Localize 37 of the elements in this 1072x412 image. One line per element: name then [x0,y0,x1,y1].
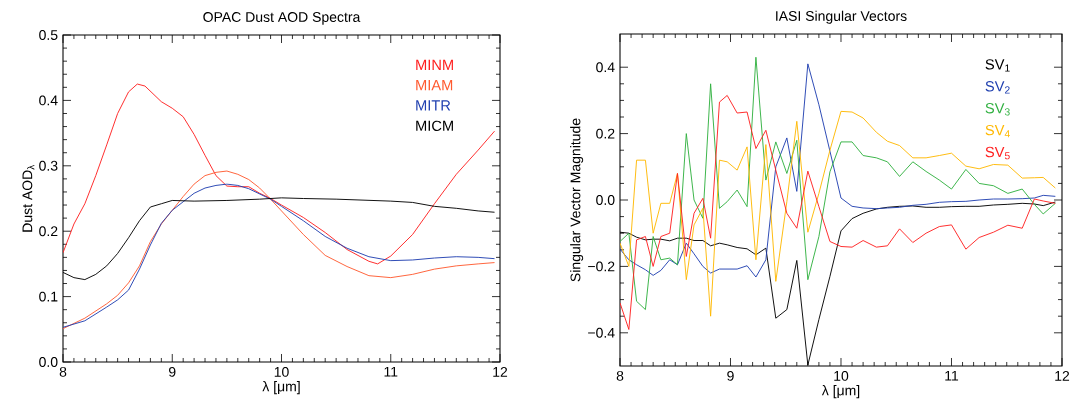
x-tick-label: 10 [274,366,289,377]
text: MITR [416,100,451,111]
y-tick-label: 0.0 [39,357,58,367]
text: SV$_{5}$ [985,146,1010,160]
x-tick-label: 8 [616,370,624,381]
x-tick-label: 10 [834,370,849,381]
y-axis-title: Singular Vector Magnitude [570,118,584,282]
series-label: SV$_{4}$ [985,124,1010,138]
x-axis-title: λ [μm] [262,381,300,395]
y-tick-label: 0.4 [39,95,58,106]
x-tick-label: 8 [59,366,67,377]
y-tick-label: −0.4 [588,327,615,338]
y-tick-label: 0.5 [39,30,58,40]
y-tick-label: 0.2 [596,128,615,139]
y-tick-label: 0.3 [39,160,58,171]
text: MIAM [416,80,453,91]
x-tick-label: 11 [945,370,959,381]
chart-title: IASI Singular Vectors [776,10,907,24]
x-tick-label: 9 [727,370,734,381]
line-series [620,56,1056,311]
y-tick-label: 0.0 [596,195,615,205]
y-tick-label: 0.4 [596,62,615,73]
text: MICM [416,120,453,132]
y-tick-label: 0.1 [39,291,58,302]
x-tick-label: 12 [493,366,508,377]
x-tick-label: 11 [384,366,398,377]
x-tick-label: 12 [1055,370,1070,381]
y-tick-label: −0.2 [588,261,615,272]
text: SV$_{2}$ [985,81,1010,94]
x-tick-label: 9 [169,366,176,377]
chart-title: OPAC Dust AOD Spectra [203,12,361,25]
x-axis-title: λ [μm] [821,385,860,399]
y-tick-label: 0.2 [39,226,58,237]
text: MINM [416,59,453,70]
y-axis-title: Dust AOD$_{λ}$ [22,164,35,232]
text: SV$_{1}$ [985,59,1010,72]
text: SV$_{3}$ [985,103,1010,116]
